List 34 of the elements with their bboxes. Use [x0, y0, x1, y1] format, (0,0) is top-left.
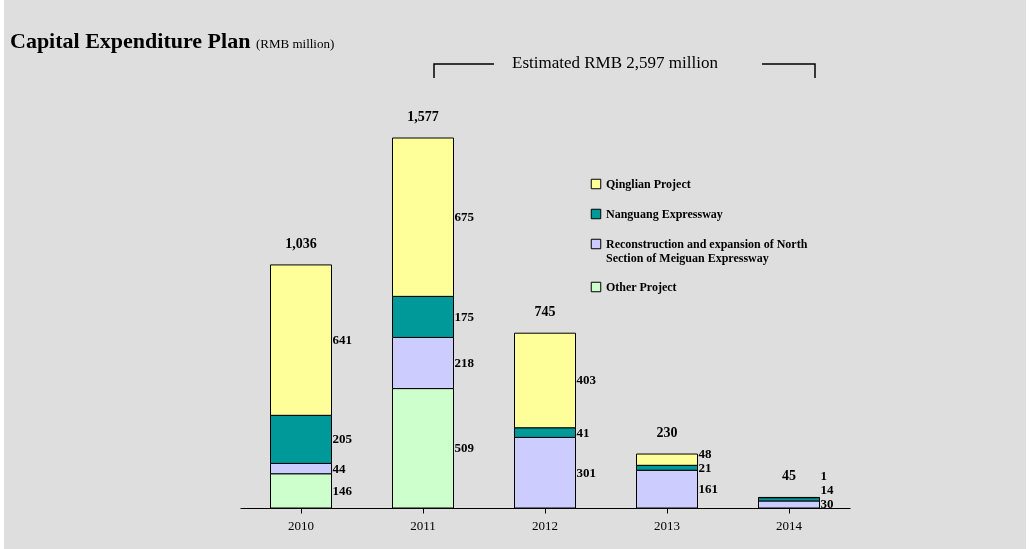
- data-label: 403: [576, 372, 597, 388]
- data-label: 146: [332, 482, 353, 498]
- data-label: 161: [698, 481, 718, 497]
- data-label: 301: [576, 464, 596, 480]
- data-label: 48: [698, 445, 712, 461]
- data-label: 509: [454, 440, 475, 456]
- x-tick-label: 2014: [776, 517, 803, 533]
- x-tick-label: 2010: [288, 517, 314, 533]
- total-label: 45: [782, 468, 796, 484]
- chart-title: Capital Expenditure Plan: [10, 28, 251, 53]
- data-label: 218: [454, 355, 475, 370]
- legend-label: Other Project: [606, 280, 677, 294]
- data-label: 205: [332, 431, 353, 447]
- legend-label: Reconstruction and expansion of North Section of Meiguan Expressway: [606, 237, 808, 265]
- data-label: 1: [820, 468, 827, 484]
- x-tick-label: 2012: [532, 517, 558, 533]
- text: Estimated RMB 2,597 million: [512, 53, 718, 73]
- total-label: 1,577: [407, 109, 439, 124]
- legend-label: Qinglian Project: [606, 177, 691, 191]
- legend-label: Nanguang Expressway: [606, 207, 723, 221]
- data-label: 675: [454, 209, 475, 225]
- data-label: 14: [820, 482, 834, 498]
- data-label: 41: [576, 424, 590, 440]
- x-tick-label: 2013: [654, 517, 680, 533]
- chart-subtitle: (RMB million): [255, 36, 335, 51]
- total-label: 1,036: [285, 235, 317, 251]
- data-label: 175: [454, 308, 475, 324]
- total-label: 230: [656, 425, 678, 441]
- x-tick-label: 2011: [410, 517, 436, 533]
- data-label: 44: [332, 460, 346, 476]
- data-label: 641: [332, 332, 352, 348]
- total-label: 745: [534, 304, 556, 320]
- data-label: 21: [698, 459, 712, 475]
- data-label: 30: [820, 496, 834, 512]
